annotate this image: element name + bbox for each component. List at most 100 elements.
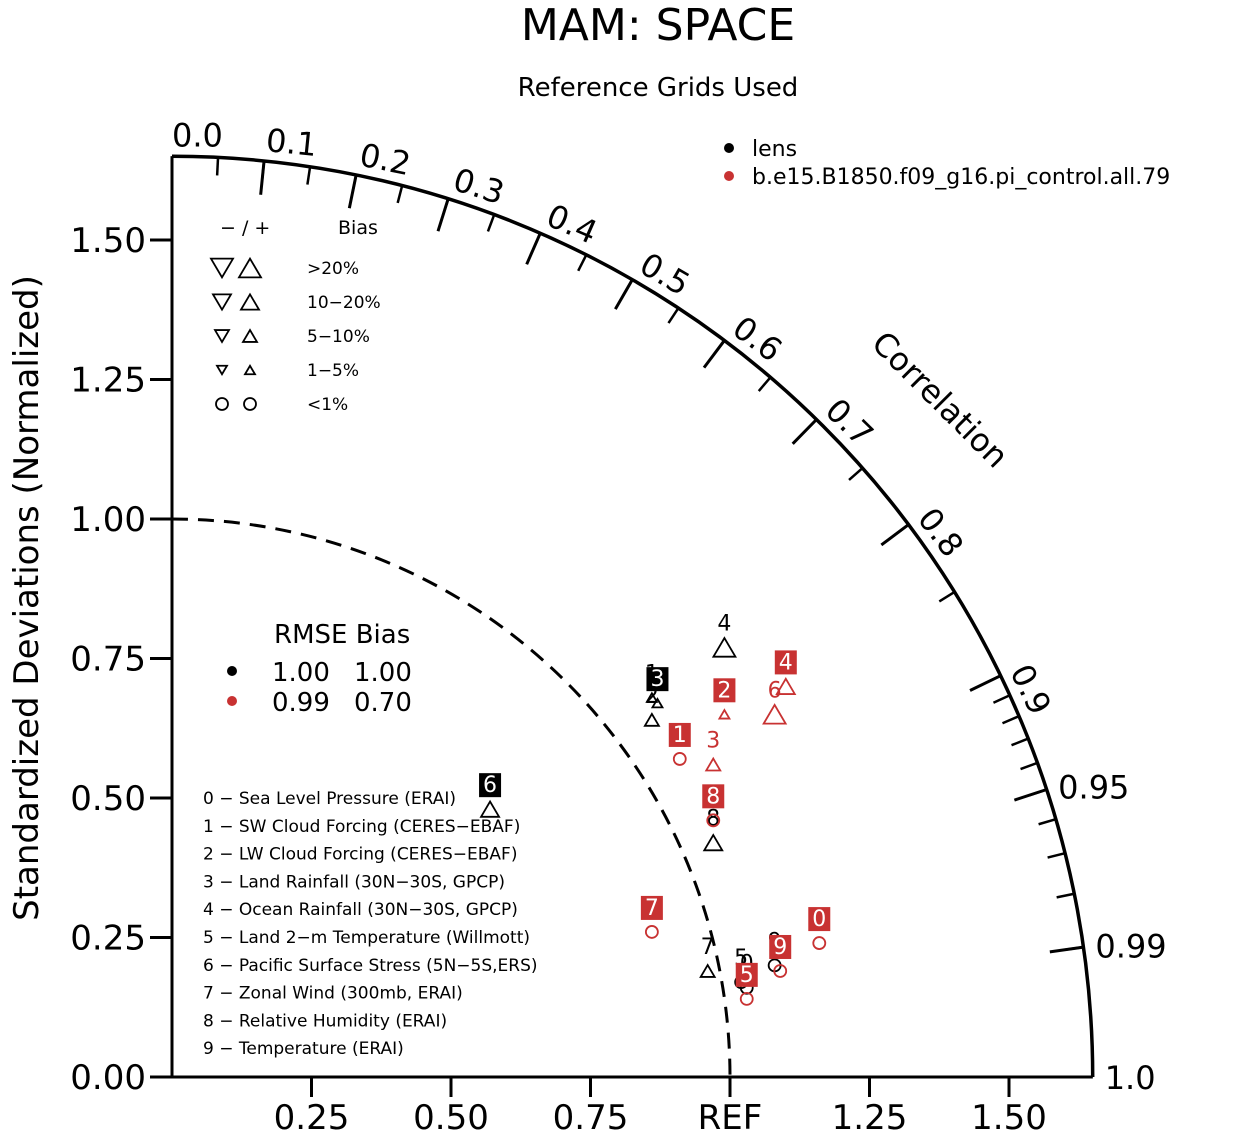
corr-minor-tick (306, 166, 312, 185)
x-tick-label: 0.25 (274, 1098, 350, 1135)
point-marker-0-1 (645, 691, 659, 703)
rmse-dot-control (227, 696, 237, 706)
point-marker-0-2 (643, 712, 661, 727)
corr-minor-tick (577, 254, 588, 272)
rmse-value-lens: 1.00 (272, 658, 330, 688)
point-label-1-9: 9 (773, 935, 787, 960)
chart-title: MAM: SPACE (521, 0, 795, 51)
corr-tick-label: 0.7 (818, 391, 881, 454)
bias-legend-signs: − / + (220, 217, 270, 239)
corr-tick-label: 0.0 (172, 116, 223, 154)
bias-legend-label: >20% (307, 259, 359, 279)
point-label-box-1-2 (713, 678, 736, 703)
point-marker-0-8 (702, 833, 724, 852)
corr-major-tick (969, 674, 1002, 692)
outer-arc (171, 154, 1095, 1078)
corr-minor-tick (938, 590, 956, 603)
bias-legend-down-triangle-icon (213, 329, 231, 344)
point-marker-0-3 (650, 697, 665, 709)
y-tick-label: 1.50 (70, 221, 146, 261)
bias-legend-up-triangle-icon (243, 363, 257, 376)
variable-legend-item: 4 − Ocean Rainfall (30N−30S, GPCP) (203, 900, 518, 920)
axes: 0.000.250.500.751.001.251.500.25 0.50 0.75… (70, 154, 1095, 1135)
legend-dot-control (724, 171, 734, 181)
point-marker-0-4 (711, 636, 737, 658)
corr-major-tick (1049, 945, 1084, 954)
bias-legend-label: 10−20% (307, 293, 381, 313)
point-marker-1-2 (717, 708, 731, 720)
variable-legend-item: 1 − SW Cloud Forcing (CERES−EBAF) (203, 817, 520, 837)
bias-legend: − / + Bias >20% 10−20% 5−10% 1−5% <1% (209, 217, 381, 415)
point-label-box-1-0 (808, 907, 831, 932)
point-marker-1-9 (773, 964, 788, 978)
corr-minor-tick (1001, 715, 1020, 725)
point-label-box-1-4 (774, 650, 797, 675)
point-label-0-4: 4 (717, 611, 731, 636)
variable-legend-item: 2 − LW Cloud Forcing (CERES−EBAF) (203, 845, 517, 865)
chart-subtitle: Reference Grids Used (518, 73, 799, 103)
variable-legend-item: 9 − Temperature (ERAI) (203, 1039, 404, 1059)
corr-major-tick (702, 339, 726, 369)
correlation-axis-label: Correlation (864, 324, 1016, 476)
point-marker-1-3 (704, 756, 722, 772)
corr-tick-label: 1.0 (1105, 1059, 1156, 1097)
bias-legend-rows: >20% 10−20% 5−10% 1−5% <1% (209, 256, 381, 415)
bias-legend-label: 1−5% (307, 361, 359, 381)
point-label-1-2: 2 (717, 678, 731, 703)
bias-legend-up-triangle-icon (241, 328, 259, 343)
variable-legend-item: 7 − Zonal Wind (300mb, ERAI) (203, 984, 463, 1004)
point-label-1-1: 1 (673, 723, 687, 748)
point-marker-1-6 (762, 703, 788, 725)
y-tick-label: 0.25 (70, 919, 146, 959)
x-tick-label: 1.50 (971, 1098, 1047, 1135)
y-axis-label: Standardized Deviations (Normalized) (7, 275, 47, 921)
point-marker-0-6 (479, 799, 501, 818)
corr-major-tick (791, 418, 818, 445)
point-marker-1-8 (706, 813, 721, 828)
rmse-value-control: 0.99 (272, 688, 330, 718)
point-label-1-7: 7 (645, 896, 659, 921)
corr-minor-tick (1011, 737, 1029, 747)
y-tick-label: 0.00 (70, 1058, 146, 1098)
corr-tick-label: 0.1 (264, 121, 318, 164)
corr-minor-tick (215, 157, 220, 176)
bias-legend-label: 5−10% (307, 327, 370, 347)
y-tick-label: 1.25 (70, 361, 146, 401)
point-label-1-8: 8 (706, 784, 720, 809)
x-tick-label: 0.75 (553, 1098, 629, 1135)
bias-legend-circle-icon (215, 397, 229, 411)
variable-legend-item: 5 − Land 2−m Temperature (Willmott) (203, 928, 530, 948)
bias-legend-circle-icon (243, 397, 257, 411)
rmse-dot-lens (227, 666, 237, 676)
point-label-0-6: 6 (483, 773, 497, 798)
corr-major-tick (436, 198, 450, 232)
corr-minor-tick (1047, 851, 1066, 859)
corr-tick-label: 0.5 (633, 245, 696, 303)
point-marker-1-5 (739, 991, 754, 1006)
x-tick-label: 1.25 (832, 1098, 908, 1135)
point-label-1-0: 0 (812, 907, 826, 932)
x-tick-label: REF (698, 1098, 763, 1135)
point-label-0-3: 3 (650, 667, 664, 692)
corr-minor-tick (757, 376, 772, 392)
bias-legend-down-triangle-icon (211, 293, 233, 312)
bias-value-lens: 1.00 (354, 658, 412, 688)
point-marker-1-1 (672, 752, 687, 766)
data-points: 01234567890123456789 (479, 611, 831, 1006)
variable-legend-item: 8 − Relative Humidity (ERAI) (203, 1011, 447, 1031)
corr-tick-label: 0.4 (541, 197, 603, 252)
bias-value-control: 0.70 (354, 688, 412, 718)
corr-major-tick (525, 232, 542, 265)
corr-major-tick (259, 160, 266, 195)
y-tick-label: 1.00 (70, 500, 146, 540)
point-label-1-6: 6 (768, 678, 782, 703)
point-label-box-0-3 (646, 667, 669, 692)
corr-tick-label: 0.6 (726, 308, 790, 369)
variable-legend-item: 0 − Sea Level Pressure (ERAI) (203, 789, 456, 809)
legend-dot-lens (724, 143, 734, 153)
corr-tick-label: 0.99 (1095, 928, 1166, 966)
point-marker-1-0 (812, 936, 827, 950)
reference-arc (171, 517, 732, 1078)
point-marker-1-7 (644, 925, 659, 939)
bias-legend-down-triangle-icon (215, 364, 229, 377)
